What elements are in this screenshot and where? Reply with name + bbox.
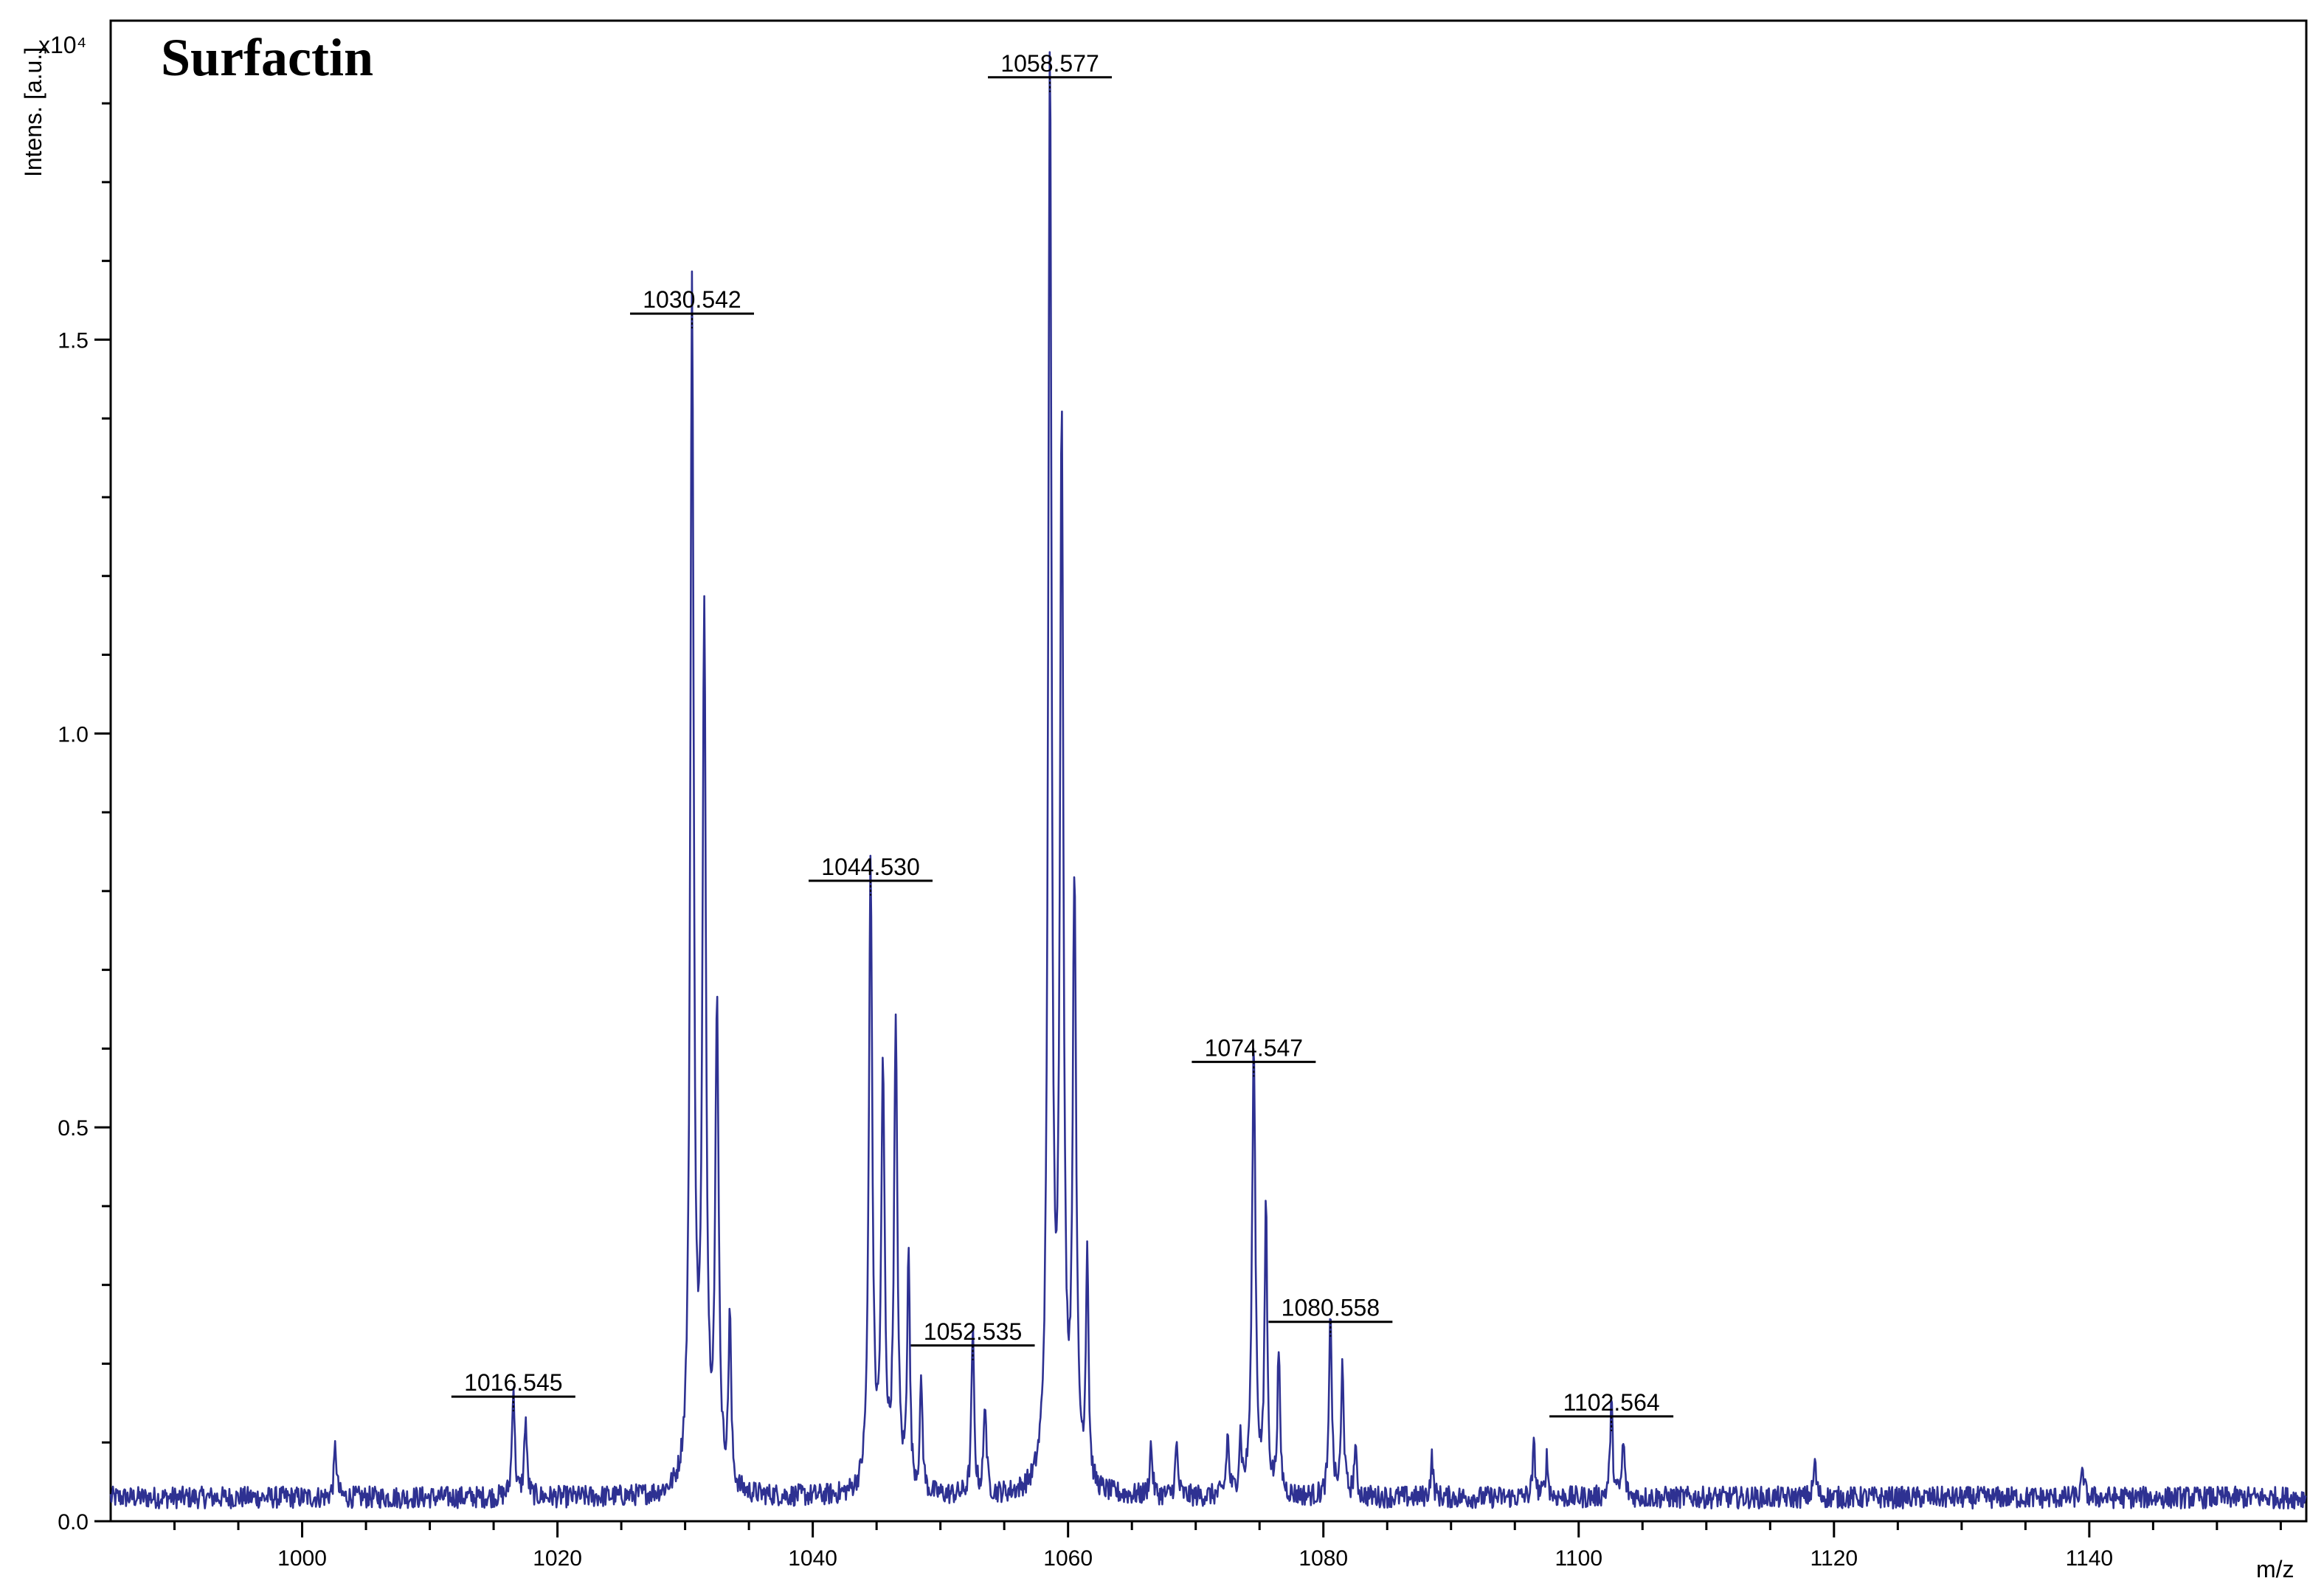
peak-label: 1080.558	[1282, 1295, 1380, 1321]
spectrum	[109, 51, 2307, 1510]
x-tick-label: 1080	[1298, 1546, 1348, 1571]
peak-annotation: 1030.542	[629, 286, 754, 329]
y-tick-label: 0.5	[58, 1116, 89, 1141]
x-tick-label: 1000	[277, 1546, 327, 1571]
peak-annotation: 1074.547	[1192, 1034, 1316, 1077]
chart-title: Surfactin	[161, 28, 373, 87]
peak-label: 1030.542	[643, 286, 741, 313]
y-tick-label: 1.5	[58, 328, 89, 353]
x-tick-labels: 1000 1020 1040 1060 1080 1100 1120 1140	[277, 1546, 2113, 1571]
y-axis-multiplier: x10⁴	[38, 32, 86, 58]
x-tick-label: 1020	[533, 1546, 582, 1571]
peak-label: 1044.530	[821, 854, 919, 880]
spectrum-trace	[109, 51, 2307, 1510]
axis-ticks	[94, 102, 2282, 1537]
x-tick-label: 1100	[1555, 1546, 1603, 1571]
peak-annotation: 1080.558	[1268, 1295, 1393, 1337]
y-axis-title: Intens. [a.u.]	[20, 47, 46, 177]
y-tick-label: 1.0	[58, 722, 89, 747]
x-tick-label: 1060	[1043, 1546, 1093, 1571]
peak-label: 1102.564	[1563, 1389, 1660, 1416]
peak-annotation: 1052.535	[910, 1318, 1035, 1360]
peak-annotation: 1016.545	[451, 1369, 575, 1412]
peak-label: 1016.545	[464, 1369, 562, 1396]
plot-frame	[109, 19, 2308, 1523]
y-tick-labels: 0.0 0.5 1.0 1.5	[58, 328, 89, 1535]
x-axis-title: m/z	[2256, 1556, 2294, 1582]
peak-label: 1074.547	[1205, 1034, 1303, 1061]
peak-annotation: 1044.530	[809, 854, 933, 896]
peak-annotation: 1102.564	[1549, 1389, 1674, 1431]
x-tick-label: 1140	[2066, 1546, 2114, 1571]
peak-annotation: 1058.577	[988, 50, 1113, 92]
y-tick-label: 0.0	[58, 1510, 89, 1535]
x-tick-label: 1040	[788, 1546, 837, 1571]
peak-label: 1058.577	[1000, 50, 1099, 77]
peak-annotations: 1016.545 1030.542 1044.530 1052.535 1058.577…	[451, 50, 1674, 1431]
peak-label: 1052.535	[924, 1318, 1022, 1345]
x-tick-label: 1120	[1811, 1546, 1858, 1571]
